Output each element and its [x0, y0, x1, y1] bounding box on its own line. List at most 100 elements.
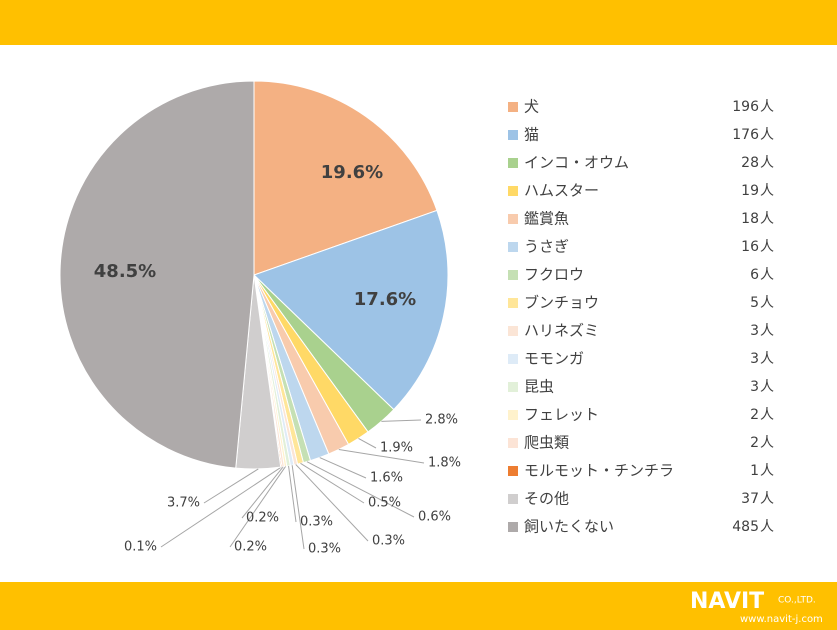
legend-count: 37	[741, 491, 759, 507]
legend-swatch	[508, 326, 518, 336]
legend-unit: 人	[760, 127, 774, 143]
leader-line	[160, 466, 282, 548]
legend-swatch	[508, 438, 518, 448]
legend-unit: 人	[760, 323, 774, 339]
legend-unit: 人	[760, 379, 774, 395]
legend-swatch	[508, 410, 518, 420]
data-label: 0.3%	[308, 542, 341, 557]
legend-label: ブンチョウ	[524, 294, 599, 312]
legend-count: 3	[750, 323, 759, 339]
leader-line	[288, 465, 297, 523]
leader-line	[319, 457, 367, 479]
legend-swatch	[508, 214, 518, 224]
data-label: 17.6%	[354, 289, 416, 310]
leader-line	[381, 419, 422, 422]
leader-line	[295, 464, 369, 542]
data-label: 0.5%	[368, 496, 401, 511]
legend-count: 2	[750, 407, 759, 423]
footer-bar	[0, 582, 837, 630]
legend-swatch	[508, 102, 518, 112]
legend-label: インコ・オウム	[524, 154, 629, 172]
legend-label: 昆虫	[524, 378, 554, 396]
legend-label: 爬虫類	[524, 434, 569, 452]
legend-count: 18	[741, 211, 759, 227]
legend-count: 19	[741, 183, 759, 199]
legend-unit: 人	[760, 239, 774, 255]
legend-unit: 人	[760, 491, 774, 507]
legend-count: 2	[750, 435, 759, 451]
legend-swatch	[508, 186, 518, 196]
legend-label: フェレット	[524, 406, 599, 424]
legend-label: ハリネズミ	[524, 322, 599, 340]
legend-swatch	[508, 522, 518, 532]
legend-unit: 人	[760, 463, 774, 479]
data-label: 0.3%	[372, 534, 405, 549]
legend-label: 猫	[524, 126, 539, 144]
legend-count: 6	[750, 267, 759, 283]
data-label: 3.7%	[167, 496, 200, 511]
legend-unit: 人	[760, 295, 774, 311]
data-label: 1.6%	[370, 471, 403, 486]
legend-label: 犬	[524, 98, 539, 116]
legend-count: 3	[750, 351, 759, 367]
legend-unit: 人	[760, 407, 774, 423]
legend-label: ハムスター	[524, 182, 599, 200]
leader-line	[203, 468, 259, 504]
legend-unit: 人	[760, 211, 774, 227]
legend-label: フクロウ	[524, 266, 584, 284]
data-label: 1.8%	[428, 456, 461, 471]
leader-line	[306, 461, 415, 518]
legend-label: その他	[524, 490, 569, 508]
data-label: 19.6%	[321, 162, 383, 183]
legend-unit: 人	[760, 155, 774, 171]
legend-count: 485	[732, 519, 759, 535]
legend-unit: 人	[760, 183, 774, 199]
leader-line	[338, 448, 425, 464]
leader-line	[229, 466, 286, 548]
data-label: 48.5%	[94, 261, 156, 282]
pie-slice	[59, 80, 255, 469]
leader-line	[241, 466, 284, 519]
legend-swatch	[508, 466, 518, 476]
legend-count: 28	[741, 155, 759, 171]
data-label: 0.6%	[418, 510, 451, 525]
legend-unit: 人	[760, 351, 774, 367]
legend-count: 5	[750, 295, 759, 311]
company: CO.,LTD.	[778, 596, 816, 606]
url: www.navit-j.com	[740, 614, 823, 625]
logo: NAVIT	[690, 589, 764, 614]
data-label: 0.3%	[300, 515, 333, 530]
legend-swatch	[508, 354, 518, 364]
legend-swatch	[508, 298, 518, 308]
data-label: 1.9%	[380, 441, 413, 456]
data-label: 0.2%	[234, 540, 267, 555]
legend-count: 176	[732, 127, 759, 143]
pie-slice	[253, 209, 449, 411]
legend-label: 飼いたくない	[524, 518, 614, 536]
legend-label: モモンガ	[524, 350, 584, 368]
data-label: 0.1%	[124, 540, 157, 555]
legend-swatch	[508, 242, 518, 252]
legend-swatch	[508, 494, 518, 504]
legend-count: 3	[750, 379, 759, 395]
legend-swatch	[508, 382, 518, 392]
legend-unit: 人	[760, 267, 774, 283]
legend-label: 鑑賞魚	[524, 210, 569, 228]
legend-count: 16	[741, 239, 759, 255]
leader-line	[358, 438, 377, 449]
legend-label: うさぎ	[524, 238, 569, 256]
leader-line	[291, 465, 305, 550]
data-label: 0.2%	[246, 511, 279, 526]
leader-line	[300, 462, 365, 504]
legend-count: 1	[750, 463, 759, 479]
legend-label: モルモット・チンチラ	[524, 462, 674, 480]
header-bar	[0, 0, 837, 45]
data-label: 2.8%	[425, 413, 458, 428]
legend-count: 196	[732, 99, 759, 115]
legend-swatch	[508, 270, 518, 280]
legend-swatch	[508, 158, 518, 168]
legend-unit: 人	[760, 99, 774, 115]
legend-unit: 人	[760, 435, 774, 451]
legend-unit: 人	[760, 519, 774, 535]
